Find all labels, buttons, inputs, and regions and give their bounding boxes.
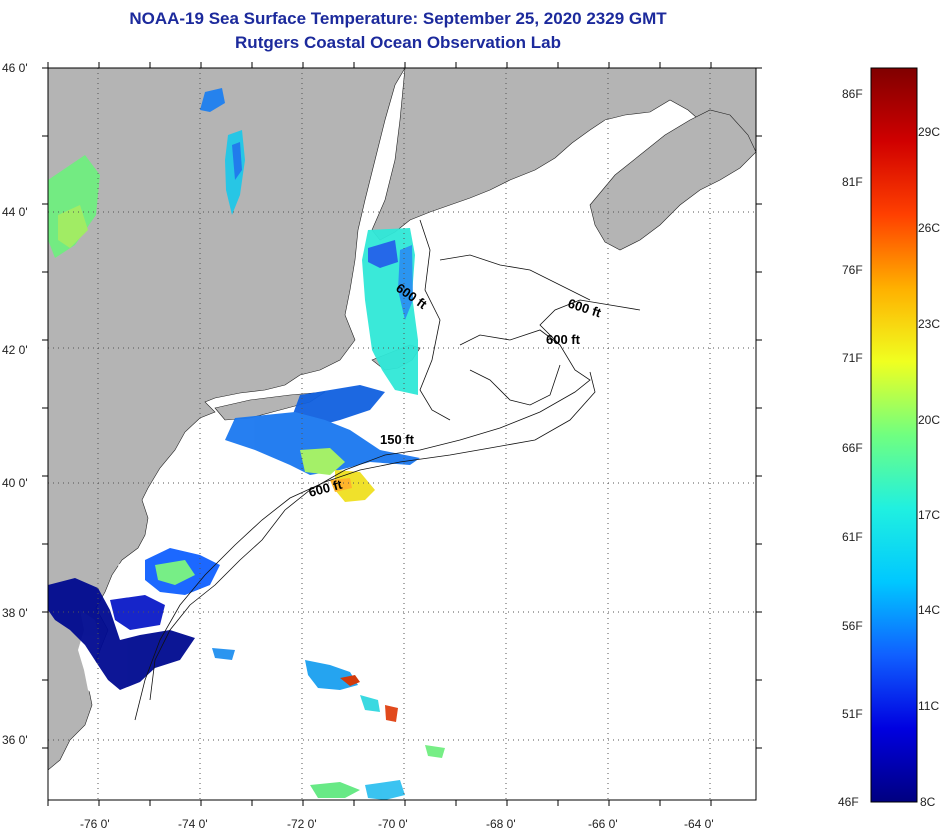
lon-label: -76 0' (80, 817, 110, 831)
colorbar-c-label: 23C (918, 317, 940, 331)
colorbar-c-label: 17C (918, 508, 940, 522)
colorbar-f-label: 56F (842, 619, 863, 633)
map-title: NOAA-19 Sea Surface Temperature: Septemb… (129, 9, 667, 28)
colorbar-f-label: 81F (842, 175, 863, 189)
colorbar-gradient (870, 67, 918, 803)
lon-label: -64 0' (684, 817, 714, 831)
contour-label-600ft-c: 600 ft (546, 332, 581, 347)
lon-label: -72 0' (287, 817, 317, 831)
map-frame (47, 67, 757, 801)
lon-label: -66 0' (588, 817, 618, 831)
land-nova-scotia (589, 109, 756, 251)
colorbar-c-label: 29C (918, 125, 940, 139)
lon-label: -74 0' (178, 817, 208, 831)
lat-label: 44 0' (2, 205, 28, 219)
colorbar-f-label: 51F (842, 707, 863, 721)
lat-label: 40 0' (2, 476, 28, 490)
lon-label: -68 0' (486, 817, 516, 831)
colorbar-c-label: 14C (918, 603, 940, 617)
colorbar-c-label: 8C (920, 795, 936, 809)
temperature-colorbar: 86F 81F 76F 71F 66F 61F 56F 51F 46F 29C … (838, 67, 940, 809)
lat-label: 36 0' (2, 733, 28, 747)
colorbar-f-label: 46F (838, 795, 859, 809)
colorbar-c-label: 26C (918, 221, 940, 235)
colorbar-f-label: 76F (842, 263, 863, 277)
colorbar-f-label: 86F (842, 87, 863, 101)
contour-label-150ft: 150 ft (380, 432, 415, 447)
colorbar-f-label: 71F (842, 351, 863, 365)
bathymetry-contours (134, 219, 641, 721)
sst-map: 600 ft 600 ft 600 ft 150 ft 600 ft -76 0… (2, 61, 762, 831)
colorbar-f-label: 61F (842, 530, 863, 544)
lat-label: 46 0' (2, 61, 28, 75)
colorbar-c-label: 11C (918, 699, 939, 713)
lon-label: -70 0' (378, 817, 408, 831)
lat-label: 42 0' (2, 343, 28, 357)
colorbar-c-label: 20C (918, 413, 940, 427)
lat-label: 38 0' (2, 606, 28, 620)
colorbar-f-label: 66F (842, 441, 863, 455)
map-subtitle: Rutgers Coastal Ocean Observation Lab (235, 33, 561, 52)
